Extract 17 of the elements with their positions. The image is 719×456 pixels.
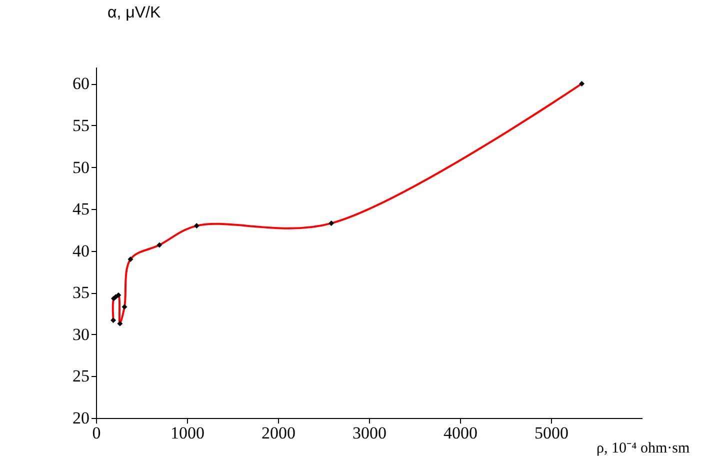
- y-axis-title: α, μV/K: [108, 4, 161, 22]
- y-tick-label: 40: [72, 241, 90, 260]
- y-tick-label: 30: [72, 324, 90, 344]
- x-tick-label: 3000: [352, 424, 386, 442]
- y-tick-label: 60: [72, 74, 90, 94]
- y-tick-label: 35: [72, 283, 90, 302]
- y-tick-label: 20: [72, 408, 90, 428]
- x-tick-label: 1000: [170, 424, 204, 442]
- y-tick-label: 25: [72, 366, 90, 386]
- x-tick-label: 4000: [444, 424, 478, 442]
- x-tick-label: 5000: [534, 424, 568, 442]
- y-tick-label: 50: [72, 158, 90, 177]
- x-tick-label: 2000: [262, 424, 296, 442]
- y-tick-label: 55: [72, 116, 90, 135]
- y-tick-label: 45: [72, 200, 90, 219]
- x-tick-label: 0: [92, 424, 101, 442]
- x-axis-title: ρ, 10⁻⁴ ohm·sm: [596, 440, 690, 456]
